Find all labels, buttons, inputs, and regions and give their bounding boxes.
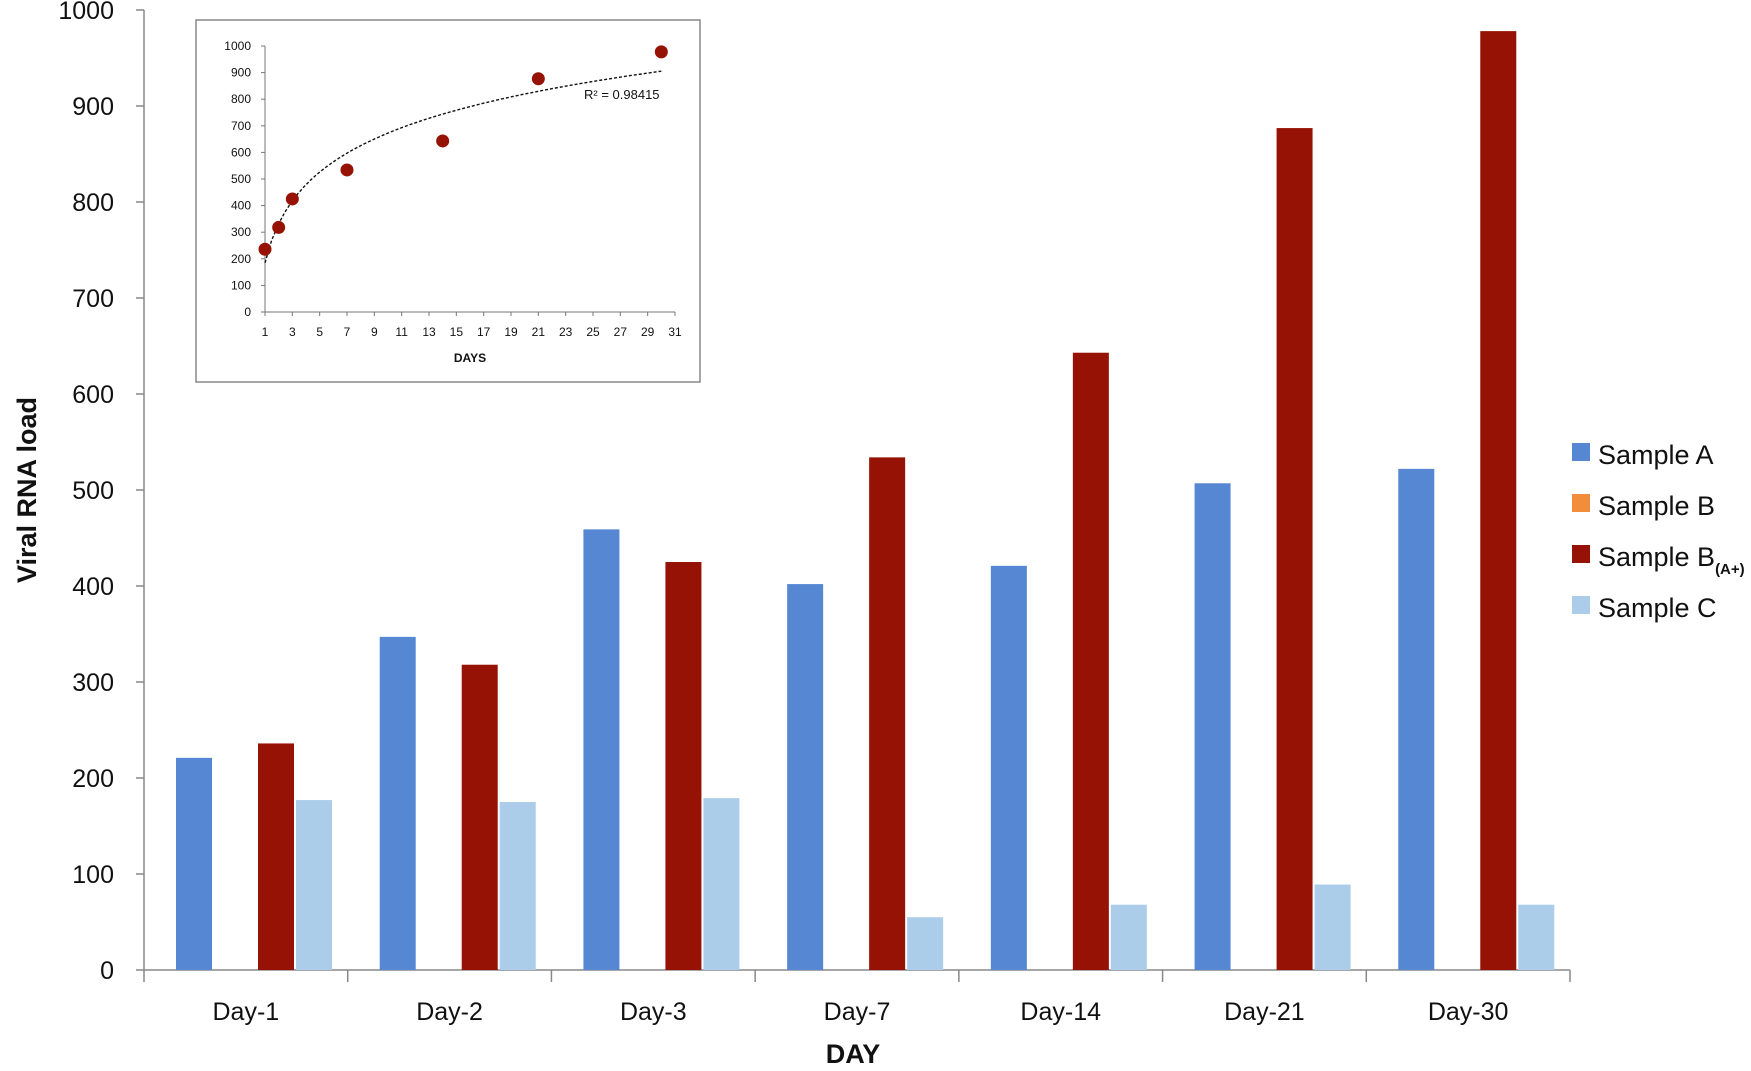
inset-x-tick-label: 25 [586, 325, 600, 339]
inset-x-tick-label: 5 [316, 325, 323, 339]
y-tick-label: 700 [72, 285, 114, 313]
y-tick-label: 1000 [58, 0, 114, 25]
bar [869, 457, 906, 970]
inset-y-tick-label: 300 [231, 225, 251, 239]
bar [703, 798, 740, 970]
inset-x-tick-label: 19 [504, 325, 518, 339]
inset-y-tick-label: 100 [231, 278, 251, 292]
inset-trendline [264, 70, 662, 263]
inset-x-tick-label: 17 [477, 325, 491, 339]
x-tick-label: Day-14 [1020, 998, 1101, 1026]
inset-y-tick-label: 700 [231, 119, 251, 133]
y-tick-label: 900 [72, 93, 114, 121]
inset-x-tick-label: 3 [289, 325, 296, 339]
inset-x-axis-title: DAYS [454, 351, 486, 365]
inset-frame [195, 19, 701, 383]
x-axis-title: DAY [826, 1039, 881, 1069]
legend-swatch [1572, 545, 1590, 563]
y-tick-label: 0 [100, 957, 114, 985]
legend-label-subscript: (A+) [1715, 561, 1745, 578]
bar [1276, 128, 1313, 970]
legend-label: Sample A [1598, 440, 1714, 470]
bar [1072, 352, 1109, 971]
bar [1314, 884, 1351, 970]
x-tick-label: Day-21 [1224, 998, 1305, 1026]
legend-swatch [1572, 596, 1590, 614]
x-tick-label: Day-7 [824, 998, 891, 1026]
inset-x-tick-label: 21 [532, 325, 546, 339]
inset-x-tick-label: 7 [344, 325, 351, 339]
inset-data-point [654, 45, 668, 59]
y-tick-label: 200 [72, 765, 114, 793]
inset-y-tick-label: 600 [231, 145, 251, 159]
inset-x-tick-label: 31 [668, 325, 682, 339]
bar [296, 800, 332, 970]
x-tick-label: Day-3 [620, 998, 687, 1026]
bar [461, 664, 498, 970]
bar [1518, 904, 1555, 970]
inset-y-tick-label: 500 [231, 172, 251, 186]
inset-data-point [272, 220, 286, 234]
bar [665, 562, 702, 970]
bar [907, 917, 944, 970]
inset-y-tick-label: 400 [231, 199, 251, 213]
inset-x-tick-label: 11 [395, 325, 408, 339]
inset-x-tick-label: 29 [641, 325, 655, 339]
bar [499, 802, 536, 970]
y-tick-label: 400 [72, 573, 114, 601]
bar [258, 743, 294, 970]
inset-y-tick-label: 800 [231, 92, 251, 106]
inset-y-tick-label: 900 [231, 66, 251, 80]
legend-label-main: Sample B [1598, 542, 1715, 572]
bar [1398, 468, 1435, 970]
bar [1194, 483, 1231, 970]
inset-x-tick-label: 27 [614, 325, 628, 339]
inset-data-point [436, 134, 450, 148]
inset-y-tick-label: 200 [231, 252, 251, 266]
legend-label-main: Sample A [1598, 440, 1714, 470]
inset-x-tick-label: 15 [450, 325, 464, 339]
bar [1480, 31, 1517, 971]
legend-label: Sample B [1598, 491, 1715, 521]
inset-x-tick-label: 1 [262, 325, 269, 339]
legend-swatch [1572, 443, 1590, 461]
y-tick-label: 800 [72, 189, 114, 217]
inset-y-tick-label: 1000 [224, 39, 251, 53]
inset-data-point [531, 72, 545, 86]
bar [176, 757, 212, 970]
bar [583, 529, 620, 970]
y-axis-title: Viral RNA load [12, 397, 42, 583]
y-tick-label: 100 [72, 861, 114, 889]
y-tick-label: 600 [72, 381, 114, 409]
bar [787, 584, 824, 970]
legend-label-main: Sample C [1598, 593, 1717, 623]
bar [990, 565, 1027, 970]
inset-x-tick-label: 13 [422, 325, 436, 339]
inset-data-point [340, 163, 354, 177]
x-tick-label: Day-1 [213, 998, 280, 1026]
bar [379, 636, 416, 970]
y-tick-label: 300 [72, 669, 114, 697]
inset-y-tick-label: 0 [244, 305, 251, 319]
inset-x-tick-label: 9 [371, 325, 378, 339]
legend-label: Sample C [1598, 593, 1717, 623]
inset-data-point [258, 242, 272, 256]
legend-label: Sample B(A+) [1598, 542, 1745, 578]
y-tick-label: 500 [72, 477, 114, 505]
inset-x-tick-label: 23 [559, 325, 573, 339]
inset-data-point [285, 192, 299, 206]
bar [1110, 904, 1147, 970]
legend-swatch [1572, 494, 1590, 512]
legend-label-main: Sample B [1598, 491, 1715, 521]
x-tick-label: Day-30 [1428, 998, 1509, 1026]
inset-r-squared-annotation: R² = 0.98415 [584, 87, 660, 102]
x-tick-label: Day-2 [416, 998, 483, 1026]
